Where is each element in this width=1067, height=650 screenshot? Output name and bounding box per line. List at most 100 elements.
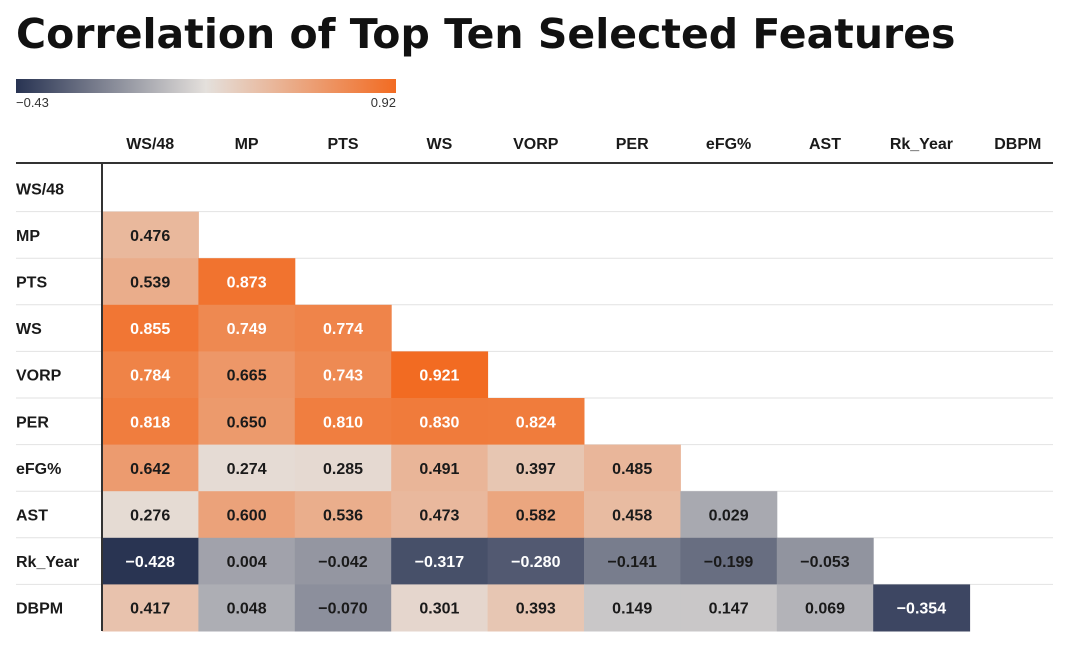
cell-value-label: 0.873 bbox=[227, 275, 267, 292]
cell-value-label: 0.600 bbox=[227, 508, 267, 525]
column-header-4: VORP bbox=[513, 136, 559, 153]
heatmap-cell-7-1 bbox=[198, 491, 296, 539]
heatmap-cell-7-4 bbox=[487, 491, 585, 539]
cell-value-label: 0.810 bbox=[323, 414, 363, 431]
row-label-3: WS bbox=[16, 321, 42, 338]
heatmap-cell-3-2 bbox=[294, 304, 392, 352]
heatmap-cell-5-3 bbox=[391, 398, 489, 446]
cell-value-label: 0.458 bbox=[612, 508, 652, 525]
cell-value-label: 0.473 bbox=[419, 508, 459, 525]
heatmap-cell-9-8 bbox=[873, 584, 971, 632]
legend-max-label: 0.92 bbox=[370, 95, 396, 110]
heatmap-cell-8-2 bbox=[294, 537, 392, 585]
heatmap-cell-6-1 bbox=[198, 444, 296, 492]
cell-value-label: 0.539 bbox=[130, 275, 170, 292]
heatmap-cell-6-4 bbox=[487, 444, 585, 492]
heatmap-cell-3-1 bbox=[198, 304, 296, 352]
heatmap-cell-8-6 bbox=[680, 537, 778, 585]
heatmap-cell-9-7 bbox=[776, 584, 874, 632]
heatmap-cell-2-1 bbox=[198, 258, 296, 306]
column-header-5: PER bbox=[616, 136, 649, 153]
heatmap-cell-8-0 bbox=[102, 537, 199, 585]
cell-value-label: −0.141 bbox=[608, 554, 657, 571]
heatmap-cell-9-1 bbox=[198, 584, 296, 632]
color-legend-labels: −0.43 0.92 bbox=[16, 95, 396, 111]
cell-value-label: 0.830 bbox=[419, 414, 459, 431]
cell-value-label: 0.397 bbox=[516, 461, 556, 478]
cell-value-label: 0.048 bbox=[227, 601, 267, 618]
column-header-8: Rk_Year bbox=[890, 136, 953, 153]
cell-value-label: 0.029 bbox=[709, 508, 749, 525]
cell-value-label: −0.042 bbox=[318, 554, 367, 571]
row-label-9: DBPM bbox=[16, 601, 63, 618]
cell-value-label: 0.818 bbox=[130, 414, 170, 431]
heatmap-cell-9-0 bbox=[102, 584, 199, 632]
row-label-6: eFG% bbox=[16, 461, 61, 478]
cell-value-label: 0.417 bbox=[130, 601, 170, 618]
column-header-7: AST bbox=[809, 136, 841, 153]
cell-value-label: 0.642 bbox=[130, 461, 170, 478]
column-header-3: WS bbox=[427, 136, 453, 153]
heatmap-cell-3-0 bbox=[102, 304, 199, 352]
heatmap-cell-4-0 bbox=[102, 351, 199, 399]
heatmap-cell-1-0 bbox=[102, 211, 199, 259]
heatmap-cell-8-1 bbox=[198, 537, 296, 585]
column-header-0: WS/48 bbox=[126, 136, 174, 153]
heatmap-cell-5-2 bbox=[294, 398, 392, 446]
cell-value-label: −0.053 bbox=[800, 554, 849, 571]
cell-value-label: 0.147 bbox=[709, 601, 749, 618]
heatmap-cell-8-4 bbox=[487, 537, 585, 585]
color-legend-gradient bbox=[16, 79, 396, 93]
chart-title: Correlation of Top Ten Selected Features bbox=[16, 10, 956, 58]
heatmap-cell-9-3 bbox=[391, 584, 489, 632]
heatmap-cell-4-1 bbox=[198, 351, 296, 399]
cell-value-label: 0.749 bbox=[227, 321, 267, 338]
cell-value-label: 0.393 bbox=[516, 601, 556, 618]
cell-value-label: 0.301 bbox=[419, 601, 459, 618]
heatmap-cell-5-4 bbox=[487, 398, 585, 446]
heatmap-cell-7-2 bbox=[294, 491, 392, 539]
column-header-6: eFG% bbox=[706, 136, 751, 153]
cell-value-label: 0.285 bbox=[323, 461, 363, 478]
column-header-2: PTS bbox=[327, 136, 358, 153]
row-label-4: VORP bbox=[16, 368, 62, 385]
heatmap-cell-6-5 bbox=[584, 444, 681, 492]
cell-value-label: −0.070 bbox=[318, 601, 367, 618]
heatmap-cell-9-6 bbox=[680, 584, 778, 632]
cell-value-label: 0.743 bbox=[323, 368, 363, 385]
cell-value-label: 0.582 bbox=[516, 508, 556, 525]
cell-value-label: 0.774 bbox=[323, 321, 363, 338]
cell-value-label: 0.274 bbox=[227, 461, 267, 478]
heatmap-cell-6-0 bbox=[102, 444, 199, 492]
cell-value-label: −0.280 bbox=[511, 554, 560, 571]
heatmap-cell-5-0 bbox=[102, 398, 199, 446]
cell-value-label: −0.354 bbox=[897, 601, 946, 618]
row-label-7: AST bbox=[16, 508, 48, 525]
cell-value-label: 0.824 bbox=[516, 414, 556, 431]
color-legend: −0.43 0.92 bbox=[16, 79, 396, 111]
heatmap-cell-7-0 bbox=[102, 491, 199, 539]
cell-value-label: −0.317 bbox=[415, 554, 464, 571]
heatmap-cell-4-3 bbox=[391, 351, 489, 399]
cell-value-label: 0.536 bbox=[323, 508, 363, 525]
row-label-1: MP bbox=[16, 228, 40, 245]
heatmap-cell-7-3 bbox=[391, 491, 489, 539]
cell-value-label: 0.491 bbox=[419, 461, 459, 478]
row-label-5: PER bbox=[16, 414, 49, 431]
cell-value-label: 0.784 bbox=[130, 368, 170, 385]
heatmap-cell-8-3 bbox=[391, 537, 489, 585]
cell-value-label: 0.149 bbox=[612, 601, 652, 618]
heatmap-cell-7-6 bbox=[680, 491, 778, 539]
row-label-8: Rk_Year bbox=[16, 554, 79, 571]
heatmap-cell-5-1 bbox=[198, 398, 296, 446]
heatmap-cell-9-2 bbox=[294, 584, 392, 632]
cell-value-label: 0.004 bbox=[227, 554, 267, 571]
cell-value-label: 0.921 bbox=[419, 368, 459, 385]
row-label-0: WS/48 bbox=[16, 181, 64, 198]
row-label-2: PTS bbox=[16, 275, 47, 292]
cell-value-label: 0.855 bbox=[130, 321, 170, 338]
heatmap-cell-8-5 bbox=[584, 537, 681, 585]
heatmap-cell-9-4 bbox=[487, 584, 585, 632]
column-header-1: MP bbox=[235, 136, 259, 153]
